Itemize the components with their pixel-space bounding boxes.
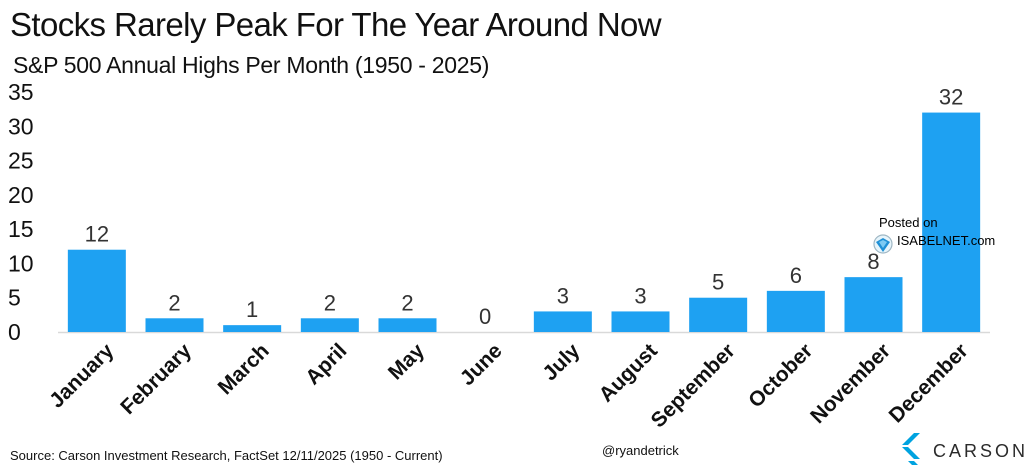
carson-logo-icon (902, 433, 920, 465)
x-tick-label: March (214, 339, 274, 399)
bar (922, 112, 981, 332)
x-tick-label: November (806, 339, 895, 428)
bar (611, 311, 670, 332)
bar (145, 318, 204, 332)
chart-title: Stocks Rarely Peak For The Year Around N… (10, 6, 662, 43)
y-tick-label: 10 (8, 250, 34, 276)
bar (300, 318, 359, 332)
y-tick-label: 5 (8, 285, 21, 311)
isabelnet-logo-icon (873, 234, 893, 254)
bar (223, 325, 282, 332)
y-tick-label: 0 (8, 319, 21, 345)
data-label: 2 (324, 290, 336, 315)
bar (766, 290, 825, 332)
y-tick-label: 15 (8, 216, 34, 242)
data-label: 8 (867, 249, 879, 274)
watermark-site-text: ISABELNET.com (897, 233, 996, 248)
y-tick-label: 25 (8, 148, 34, 174)
x-tick-label: April (301, 339, 351, 389)
data-label: 12 (85, 222, 109, 247)
x-tick-label: August (595, 339, 662, 406)
x-tick-label: October (744, 339, 817, 412)
data-label: 32 (939, 85, 963, 110)
x-tick-label: July (538, 339, 584, 385)
y-tick-label: 20 (8, 182, 34, 208)
data-label: 2 (401, 290, 413, 315)
data-label: 0 (479, 304, 491, 329)
y-tick-label: 30 (8, 113, 34, 139)
x-tick-label: December (885, 339, 973, 427)
chart-subtitle: S&P 500 Annual Highs Per Month (1950 - 2… (13, 52, 490, 78)
x-tick-label: May (384, 339, 429, 384)
y-tick-label: 35 (8, 79, 34, 105)
carson-brand-name: CARSON (933, 441, 1024, 461)
data-label: 3 (634, 283, 646, 308)
data-label: 5 (712, 270, 724, 295)
data-label: 3 (557, 283, 569, 308)
x-tick-label: September (647, 339, 740, 432)
source-note: Source: Carson Investment Research, Fact… (10, 448, 443, 463)
x-tick-label: January (45, 339, 118, 412)
carson-brand: CARSON (900, 433, 1024, 467)
data-label: 6 (790, 263, 802, 288)
x-tick-label: June (456, 339, 507, 390)
watermark: Posted on ISABELNET.com (871, 215, 1011, 255)
bar (533, 311, 592, 332)
author-handle: @ryandetrick (602, 443, 679, 458)
data-label: 1 (246, 297, 258, 322)
watermark-posted-text: Posted on (879, 215, 938, 230)
x-tick-label: February (116, 339, 196, 419)
bar (378, 318, 437, 332)
bar (689, 297, 748, 332)
bar (844, 277, 903, 332)
bar (67, 249, 126, 332)
data-label: 2 (168, 290, 180, 315)
